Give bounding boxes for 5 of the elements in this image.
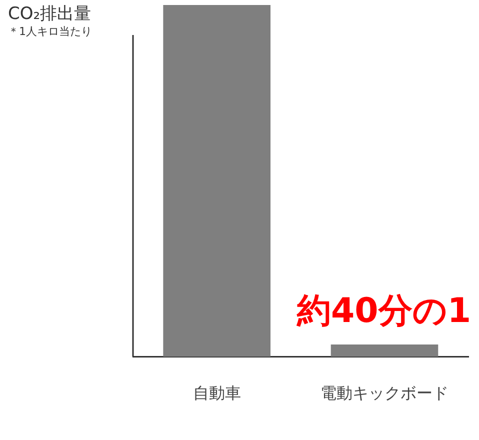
text: ＊1人キロ当たり bbox=[8, 24, 92, 39]
annotation: 約40分の1 bbox=[297, 290, 471, 333]
x-tick-label: 自動車 bbox=[192, 384, 241, 403]
chart-title: CO₂排出量 bbox=[8, 3, 92, 25]
x-tick-label: 電動キックボード bbox=[320, 384, 448, 403]
